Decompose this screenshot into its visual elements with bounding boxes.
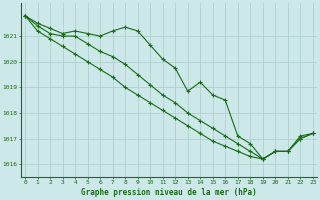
X-axis label: Graphe pression niveau de la mer (hPa): Graphe pression niveau de la mer (hPa) [81, 188, 257, 197]
